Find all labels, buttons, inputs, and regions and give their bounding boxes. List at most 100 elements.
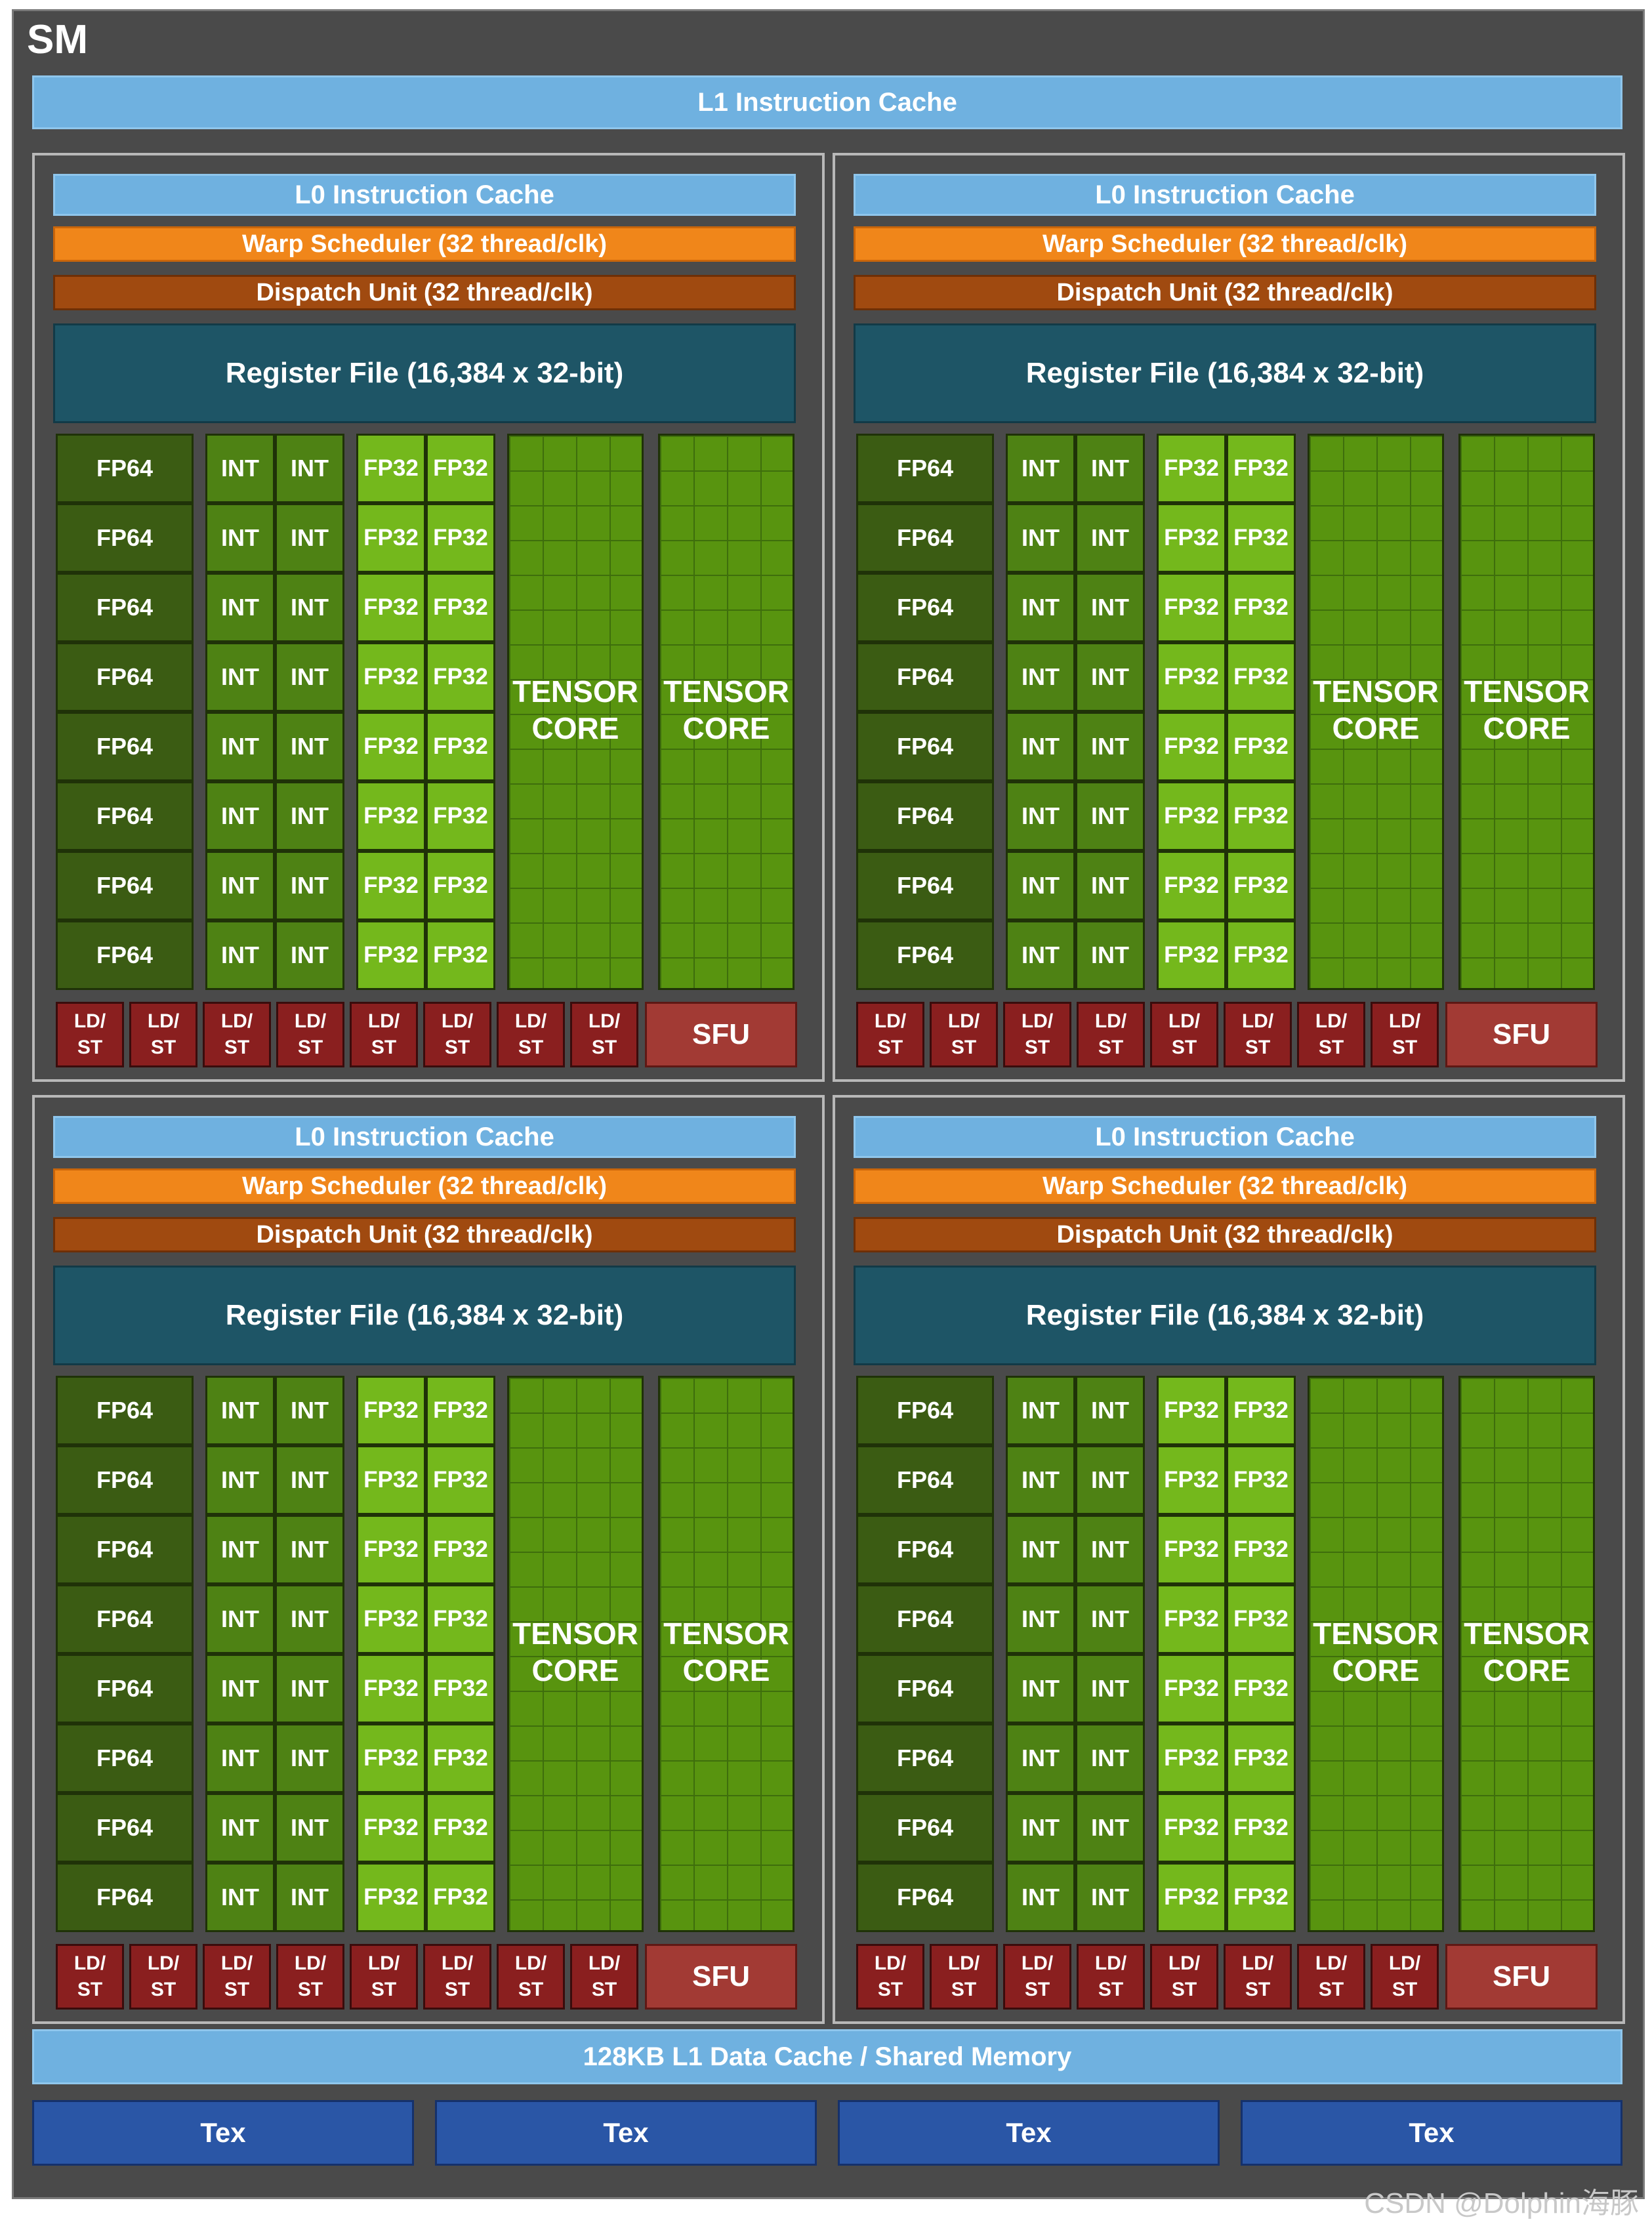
dispatch-unit: Dispatch Unit (32 thread/clk) — [53, 275, 796, 310]
dispatch-unit: Dispatch Unit (32 thread/clk) — [53, 1217, 796, 1252]
fp32-core: FP32 — [426, 1863, 495, 1932]
fp64-core: FP64 — [856, 851, 994, 920]
fp64-core: FP64 — [856, 503, 994, 573]
fp32-core: FP32 — [1157, 781, 1226, 851]
int-core: INT — [1006, 1515, 1075, 1584]
ldst-unit: LD/ ST — [1077, 1002, 1145, 1067]
int-core: INT — [205, 1654, 275, 1723]
l1-instruction-cache: L1 Instruction Cache — [32, 75, 1622, 129]
int-core: INT — [1075, 503, 1145, 573]
int-core: INT — [275, 1584, 344, 1654]
ldst-unit: LD/ ST — [930, 1002, 998, 1067]
fp32-core: FP32 — [356, 1793, 426, 1863]
ldst-unit: LD/ ST — [1371, 1002, 1439, 1067]
fp64-core: FP64 — [856, 712, 994, 781]
int-core: INT — [205, 781, 275, 851]
ldst-unit: LD/ ST — [129, 1002, 197, 1067]
fp32-core: FP32 — [426, 573, 495, 642]
tensor-core: TENSOR CORE — [1458, 1376, 1595, 1932]
int-core: INT — [205, 1863, 275, 1932]
register-file: Register File (16,384 x 32-bit) — [53, 1266, 796, 1365]
ldst-unit: LD/ ST — [1150, 1002, 1218, 1067]
int-core: INT — [275, 642, 344, 712]
tex-unit: Tex — [32, 2100, 414, 2166]
fp32-core: FP32 — [426, 1584, 495, 1654]
fp32-core: FP32 — [1157, 1793, 1226, 1863]
fp32-core: FP32 — [356, 1654, 426, 1723]
fp32-core: FP32 — [426, 1654, 495, 1723]
fp32-core: FP32 — [426, 1376, 495, 1445]
int-core: INT — [1006, 573, 1075, 642]
fp32-core: FP32 — [426, 1445, 495, 1515]
fp64-core: FP64 — [56, 573, 194, 642]
int-core: INT — [205, 1445, 275, 1515]
ldst-unit: LD/ ST — [350, 1944, 418, 2010]
fp64-core: FP64 — [56, 503, 194, 573]
fp64-core: FP64 — [856, 1515, 994, 1584]
fp32-core: FP32 — [1226, 1376, 1296, 1445]
int-core: INT — [275, 1515, 344, 1584]
fp64-core: FP64 — [56, 712, 194, 781]
fp64-core: FP64 — [856, 781, 994, 851]
int-core: INT — [205, 712, 275, 781]
dispatch-unit: Dispatch Unit (32 thread/clk) — [854, 1217, 1596, 1252]
fp32-core: FP32 — [1157, 1515, 1226, 1584]
tensor-core: TENSOR CORE — [507, 434, 644, 990]
l0-instruction-cache: L0 Instruction Cache — [53, 174, 796, 216]
fp32-core: FP32 — [356, 434, 426, 503]
tensor-core-label: TENSOR CORE — [663, 674, 789, 745]
int-core: INT — [1006, 1584, 1075, 1654]
int-core: INT — [1006, 920, 1075, 990]
ldst-unit: LD/ ST — [1003, 1944, 1071, 2010]
fp64-core: FP64 — [56, 1515, 194, 1584]
fp32-core: FP32 — [356, 712, 426, 781]
fp32-core: FP32 — [1157, 1376, 1226, 1445]
fp32-core: FP32 — [426, 1723, 495, 1793]
int-core: INT — [1075, 920, 1145, 990]
ldst-unit: LD/ ST — [1077, 1944, 1145, 2010]
fp32-core: FP32 — [1226, 781, 1296, 851]
int-core: INT — [1006, 434, 1075, 503]
fp64-core: FP64 — [56, 1723, 194, 1793]
sm-title: SM — [27, 17, 88, 62]
fp32-core: FP32 — [356, 1445, 426, 1515]
int-core: INT — [1006, 1723, 1075, 1793]
fp32-core: FP32 — [1157, 1445, 1226, 1515]
fp32-core: FP32 — [356, 851, 426, 920]
int-core: INT — [205, 573, 275, 642]
int-core: INT — [1075, 1584, 1145, 1654]
ldst-unit: LD/ ST — [856, 1002, 924, 1067]
ldst-unit: LD/ ST — [1150, 1944, 1218, 2010]
tensor-core-label: TENSOR CORE — [1313, 674, 1439, 745]
int-core: INT — [1006, 1863, 1075, 1932]
fp32-core: FP32 — [1226, 1584, 1296, 1654]
fp64-core: FP64 — [56, 1376, 194, 1445]
ldst-unit: LD/ ST — [1371, 1944, 1439, 2010]
register-file: Register File (16,384 x 32-bit) — [854, 323, 1596, 423]
int-core: INT — [1006, 1793, 1075, 1863]
fp32-core: FP32 — [426, 434, 495, 503]
int-core: INT — [275, 920, 344, 990]
fp64-core: FP64 — [56, 920, 194, 990]
ldst-unit: LD/ ST — [1297, 1944, 1365, 2010]
fp64-core: FP64 — [56, 1445, 194, 1515]
tensor-core-label: TENSOR CORE — [1464, 1617, 1590, 1687]
fp32-core: FP32 — [1157, 851, 1226, 920]
int-core: INT — [275, 1723, 344, 1793]
processing-block: L0 Instruction Cache Warp Scheduler (32 t… — [32, 1095, 825, 2024]
ldst-unit: LD/ ST — [129, 1944, 197, 2010]
int-core: INT — [1075, 1376, 1145, 1445]
tensor-core-label: TENSOR CORE — [663, 1617, 789, 1687]
int-core: INT — [1075, 851, 1145, 920]
int-core: INT — [275, 1863, 344, 1932]
fp64-core: FP64 — [856, 1863, 994, 1932]
int-core: INT — [1006, 1654, 1075, 1723]
int-core: INT — [1075, 573, 1145, 642]
core-grid: FP64 INT INT FP32 FP32 FP64 INT INT FP32 FP32 FP64… — [856, 434, 1598, 990]
int-core: INT — [1075, 712, 1145, 781]
fp64-core: FP64 — [56, 434, 194, 503]
register-file: Register File (16,384 x 32-bit) — [53, 323, 796, 423]
ldst-unit: LD/ ST — [203, 1944, 271, 2010]
fp32-core: FP32 — [426, 642, 495, 712]
ldst-unit: LD/ ST — [570, 1944, 638, 2010]
